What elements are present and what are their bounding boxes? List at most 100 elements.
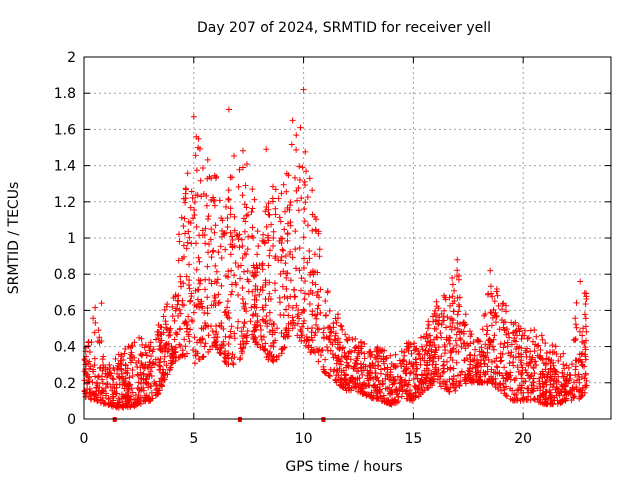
data-point: [202, 276, 209, 283]
data-point: [453, 331, 460, 338]
data-point: [351, 363, 358, 370]
data-point: [182, 343, 189, 350]
data-point: [134, 371, 141, 378]
data-point: [311, 251, 318, 258]
data-point: [479, 326, 486, 333]
data-point: [484, 349, 491, 356]
data-point: [480, 349, 487, 356]
data-point: [342, 381, 349, 388]
data-point: [277, 235, 284, 242]
data-point: [402, 370, 409, 377]
data-point: [166, 367, 173, 374]
data-point: [500, 344, 507, 351]
data-point: [162, 318, 169, 325]
data-point: [301, 178, 308, 185]
data-point: [317, 286, 324, 293]
data-point: [487, 339, 494, 346]
data-point: [218, 323, 225, 330]
data-point: [86, 389, 93, 396]
data-point: [116, 374, 123, 381]
data-point: [201, 343, 208, 350]
data-point: [292, 228, 299, 235]
data-point: [435, 321, 442, 328]
data-point: [449, 275, 456, 282]
data-point: [383, 354, 390, 361]
data-point: [572, 363, 579, 370]
data-point: [306, 300, 313, 307]
data-point: [169, 303, 176, 310]
data-point: [448, 315, 455, 322]
data-point: [482, 310, 489, 317]
data-point: [552, 368, 559, 375]
data-point: [487, 267, 494, 274]
data-point: [292, 265, 299, 272]
data-point: [576, 387, 583, 394]
data-point: [460, 328, 467, 335]
data-point: [240, 268, 247, 275]
data-point: [231, 335, 238, 342]
data-point: [393, 399, 400, 406]
data-point: [582, 315, 589, 322]
data-point: [313, 321, 320, 328]
data-point: [554, 385, 561, 392]
data-point: [241, 333, 248, 340]
data-point: [124, 387, 131, 394]
data-point: [281, 226, 288, 233]
data-point: [242, 218, 249, 225]
data-point: [496, 326, 503, 333]
data-point: [367, 348, 374, 355]
data-point: [151, 378, 158, 385]
data-point: [129, 373, 136, 380]
data-point: [543, 349, 550, 356]
data-point: [306, 255, 313, 262]
data-point: [331, 336, 338, 343]
data-point: [224, 223, 231, 230]
data-point: [289, 117, 296, 124]
data-point: [381, 360, 388, 367]
data-point: [144, 381, 151, 388]
data-point: [105, 402, 112, 409]
data-point: [298, 309, 305, 316]
data-point: [297, 287, 304, 294]
y-tick-label: 0: [67, 412, 76, 428]
data-point: [407, 369, 414, 376]
data-point: [235, 263, 242, 270]
data-point: [514, 387, 521, 394]
data-point: [259, 343, 266, 350]
data-point: [236, 356, 243, 363]
data-point: [410, 375, 417, 382]
data-point: [249, 186, 256, 193]
data-point: [405, 344, 412, 351]
data-point: [370, 383, 377, 390]
data-point: [494, 292, 501, 299]
data-point: [506, 373, 513, 380]
data-point: [295, 207, 302, 214]
data-point: [129, 367, 136, 374]
data-point: [154, 385, 161, 392]
data-point: [547, 389, 554, 396]
data-point: [115, 373, 122, 380]
data-point: [437, 329, 444, 336]
data-point: [563, 378, 570, 385]
data-point: [301, 296, 308, 303]
data-point: [284, 295, 291, 302]
data-point: [313, 315, 320, 322]
data-point: [432, 307, 439, 314]
data-point: [185, 228, 192, 235]
data-point: [241, 320, 248, 327]
data-point: [367, 375, 374, 382]
data-point: [202, 323, 209, 330]
y-tick-label: 2: [67, 50, 76, 66]
data-point: [116, 381, 123, 388]
data-point: [369, 360, 376, 367]
data-point: [121, 350, 128, 357]
data-point: [533, 333, 540, 340]
data-point: [496, 369, 503, 376]
y-tick-label: 1.4: [54, 159, 76, 175]
data-point: [118, 391, 125, 398]
data-point: [265, 200, 272, 207]
data-point: [525, 362, 532, 369]
data-point: [256, 291, 263, 298]
data-point: [237, 262, 244, 269]
data-point: [419, 387, 426, 394]
